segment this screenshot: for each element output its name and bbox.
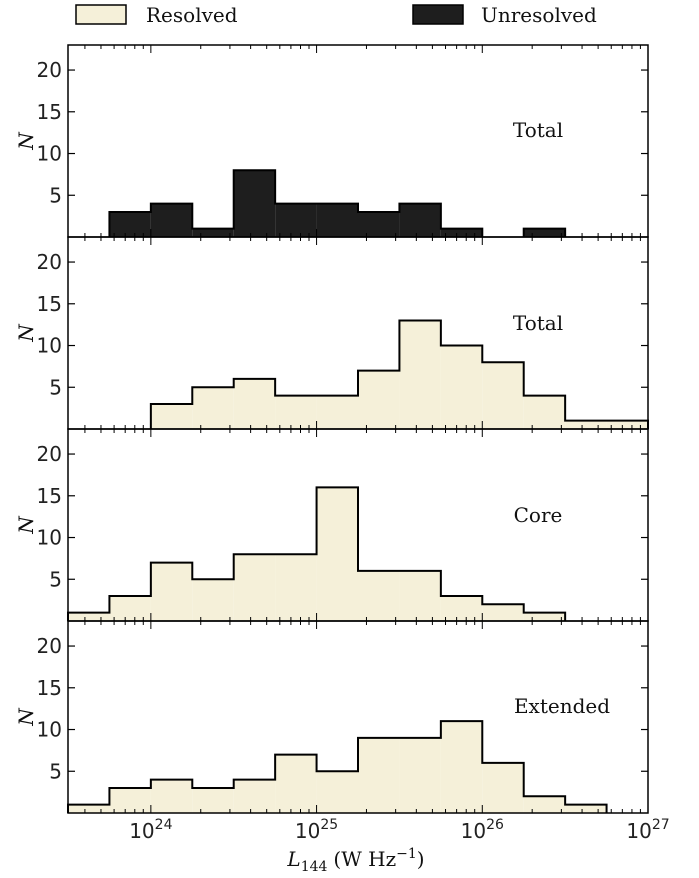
histogram-bar bbox=[399, 570, 441, 621]
histogram-bar bbox=[109, 211, 151, 237]
y-axis-label: N bbox=[14, 323, 38, 343]
y-tick-label: 5 bbox=[49, 375, 62, 399]
y-tick-label: 5 bbox=[49, 183, 62, 207]
y-tick-label: 20 bbox=[37, 442, 62, 466]
histogram-outline bbox=[67, 720, 608, 813]
histogram-bar bbox=[482, 362, 524, 429]
histogram-bar bbox=[399, 203, 441, 237]
panel-4: 5 10 15 20 N Extended bbox=[14, 620, 649, 814]
histogram-bar bbox=[565, 420, 607, 429]
y-tick-label: 15 bbox=[37, 100, 62, 124]
legend-unresolved-swatch bbox=[412, 4, 464, 25]
histogram-bar bbox=[316, 203, 358, 237]
histogram-bar bbox=[523, 228, 566, 237]
histogram-bar bbox=[275, 754, 317, 813]
histogram-bar bbox=[150, 203, 193, 237]
y-tick-label: 5 bbox=[49, 759, 62, 783]
histogram-bar bbox=[440, 228, 483, 237]
histogram-bar bbox=[440, 345, 483, 429]
histogram-bar bbox=[482, 604, 524, 621]
x-axis-label: L144 (W Hz−1) bbox=[286, 846, 424, 875]
histogram-bar bbox=[192, 387, 234, 429]
histogram-bar bbox=[233, 378, 276, 429]
histogram-bar bbox=[68, 612, 110, 621]
histogram-bar bbox=[192, 228, 234, 237]
histogram-bar bbox=[68, 804, 110, 813]
y-tick-label: 10 bbox=[37, 526, 62, 550]
histogram-bar bbox=[192, 787, 234, 813]
y-tick-label: 10 bbox=[37, 334, 62, 358]
histogram-bar bbox=[275, 395, 317, 429]
histogram-bar bbox=[192, 579, 234, 621]
histogram-bar bbox=[523, 796, 566, 813]
histogram-bar bbox=[109, 595, 151, 621]
panel-3: 5 10 15 20 N Core bbox=[14, 428, 649, 622]
histogram-bar bbox=[233, 170, 276, 237]
histogram-bar bbox=[358, 370, 400, 429]
y-axis-label: N bbox=[14, 515, 38, 535]
panel-label: Extended bbox=[514, 694, 610, 718]
legend-unresolved-label: Unresolved bbox=[481, 3, 597, 27]
histogram-bar bbox=[150, 403, 193, 429]
y-tick-label: 15 bbox=[37, 676, 62, 700]
histogram-outline bbox=[149, 319, 649, 429]
y-tick-label: 20 bbox=[37, 634, 62, 658]
histogram-bar bbox=[399, 320, 441, 429]
panel-frame bbox=[67, 620, 649, 814]
y-tick-label: 20 bbox=[37, 58, 62, 82]
y-tick-label: 20 bbox=[37, 250, 62, 274]
histogram-bar bbox=[233, 554, 276, 621]
y-tick-label: 10 bbox=[37, 142, 62, 166]
histogram-bar bbox=[482, 762, 524, 813]
histogram-bar bbox=[358, 570, 400, 621]
histogram-bar bbox=[316, 771, 358, 813]
histogram-bar bbox=[358, 211, 400, 237]
histogram-bar bbox=[150, 779, 193, 813]
histogram-outline bbox=[67, 486, 567, 621]
histogram-bar bbox=[233, 779, 276, 813]
histogram-bar bbox=[440, 595, 483, 621]
histogram-bar bbox=[523, 395, 566, 429]
histogram-bar bbox=[399, 737, 441, 813]
y-tick-label: 5 bbox=[49, 567, 62, 591]
x-tick-label: 1026 bbox=[461, 817, 504, 843]
panel-label: Total bbox=[513, 311, 563, 335]
histogram-bar bbox=[275, 554, 317, 621]
histogram-bar bbox=[109, 787, 151, 813]
legend-resolved-swatch bbox=[75, 4, 127, 25]
y-tick-label: 15 bbox=[37, 484, 62, 508]
legend: Resolved Unresolved bbox=[75, 3, 597, 27]
histogram-outline bbox=[108, 169, 567, 237]
panel-label: Core bbox=[514, 503, 563, 527]
histogram-bar bbox=[565, 804, 607, 813]
y-tick-label: 15 bbox=[37, 292, 62, 316]
legend-resolved-label: Resolved bbox=[146, 3, 238, 27]
histogram-bar bbox=[150, 562, 193, 621]
x-tick-label: 1025 bbox=[295, 817, 338, 843]
histogram-bar bbox=[316, 395, 358, 429]
panels: 5 10 15 20 N Total 5 10 15 20 N Total 5 10 15 20 N Core 5 1… bbox=[14, 44, 670, 843]
y-tick-label: 10 bbox=[37, 718, 62, 742]
y-axis-label: N bbox=[14, 131, 38, 151]
histogram-bar bbox=[316, 487, 358, 621]
x-tick-label: 1024 bbox=[129, 817, 172, 843]
histogram-bar bbox=[606, 420, 648, 429]
histogram-bar bbox=[358, 737, 400, 813]
histogram-bar bbox=[440, 721, 483, 813]
panel-2: 5 10 15 20 N Total bbox=[14, 236, 649, 430]
histogram-bar bbox=[523, 612, 566, 621]
histogram-bar bbox=[275, 203, 317, 237]
y-axis-label: N bbox=[14, 707, 38, 727]
x-tick-label: 1027 bbox=[626, 817, 669, 843]
panel-1: 5 10 15 20 N Total bbox=[14, 44, 649, 238]
panel-label: Total bbox=[513, 118, 563, 142]
